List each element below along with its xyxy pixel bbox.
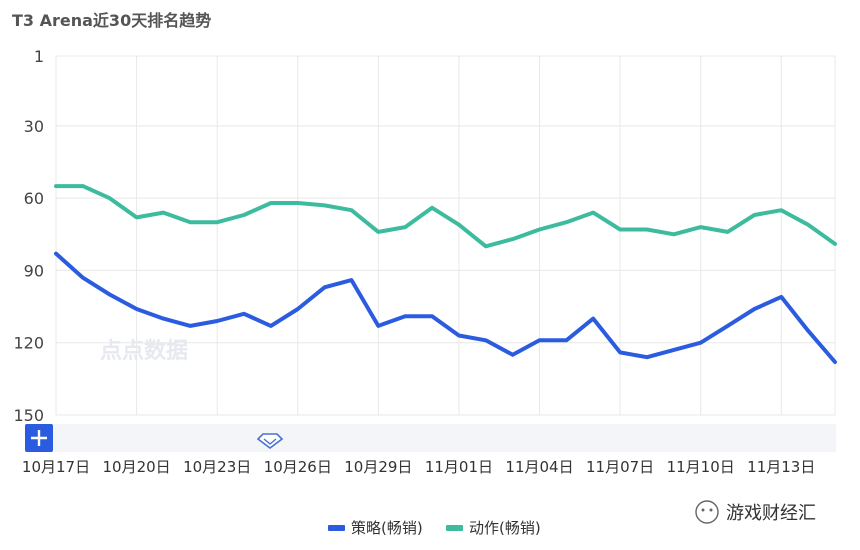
add-button[interactable] — [25, 424, 53, 452]
y-tick-label: 150 — [13, 406, 44, 425]
y-tick-label: 30 — [24, 117, 44, 136]
x-tick-label: 11月13日 — [747, 458, 815, 476]
y-tick-label: 90 — [24, 261, 44, 280]
x-axis-ticks: 10月17日 10月20日 10月23日 10月26日 10月29日 11月01日 11月0… — [22, 458, 815, 476]
x-tick-label: 10月26日 — [264, 458, 332, 476]
x-tick-label: 11月07日 — [586, 458, 654, 476]
x-tick-label: 11月04日 — [505, 458, 573, 476]
plus-icon — [31, 430, 47, 446]
series-line-strategy — [54, 251, 837, 364]
diamond-handle-icon — [256, 433, 284, 449]
slider-handle[interactable] — [256, 433, 284, 449]
legend-swatch — [328, 525, 345, 531]
brand-name: 游戏财经汇 — [726, 503, 816, 524]
legend-item-strategy[interactable]: 策略(畅销) — [328, 519, 423, 537]
legend-swatch — [446, 525, 463, 531]
x-tick-label: 11月01日 — [425, 458, 493, 476]
legend-label: 动作(畅销) — [469, 519, 541, 537]
legend-item-action[interactable]: 动作(畅销) — [446, 519, 541, 537]
series-line-action — [54, 184, 837, 249]
chart-title: T3 Arena近30天排名趋势 — [12, 11, 212, 30]
y-tick-label: 60 — [24, 189, 44, 208]
x-tick-label: 11月10日 — [667, 458, 735, 476]
y-axis-ticks: 1 30 60 90 120 150 — [13, 47, 44, 425]
x-tick-label: 10月23日 — [183, 458, 251, 476]
legend: 策略(畅销) 动作(畅销) — [328, 519, 541, 537]
wechat-icon — [695, 500, 719, 524]
grid-lines — [55, 55, 836, 416]
watermark: 点点数据 — [100, 338, 188, 364]
legend-label: 策略(畅销) — [351, 519, 423, 537]
x-tick-label: 10月29日 — [344, 458, 412, 476]
x-tick-label: 10月17日 — [22, 458, 90, 476]
y-tick-label: 1 — [34, 47, 44, 66]
x-tick-label: 10月20日 — [102, 458, 170, 476]
brand-badge: 游戏财经汇 — [695, 500, 816, 524]
series-lines — [54, 184, 837, 364]
range-slider-track[interactable] — [25, 424, 836, 452]
y-tick-label: 120 — [13, 334, 44, 353]
